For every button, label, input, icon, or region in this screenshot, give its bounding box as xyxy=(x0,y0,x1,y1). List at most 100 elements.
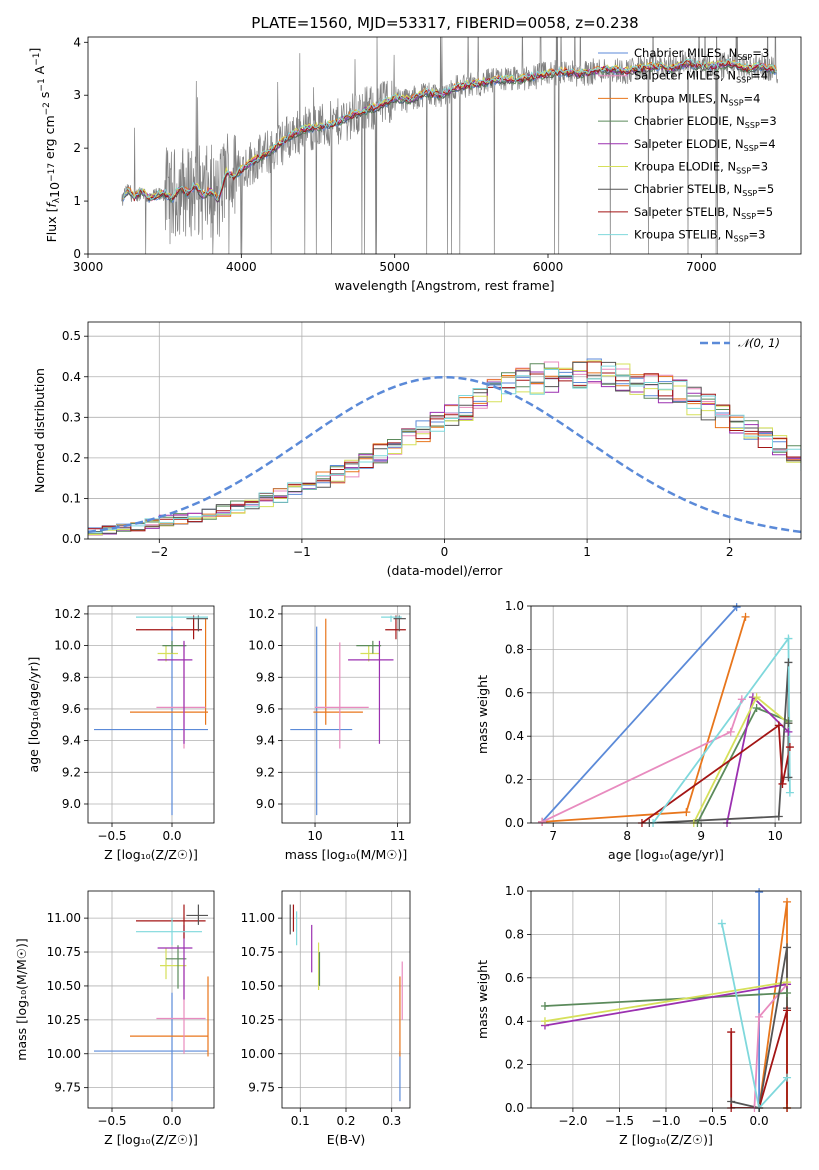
y-tick-label: 10.75 xyxy=(241,945,275,959)
x-tick-label: 0 xyxy=(441,545,449,559)
x-tick-label: 2 xyxy=(726,545,734,559)
weight-marker-chabrier_stelib xyxy=(783,943,792,952)
y-tick-label: 10.00 xyxy=(241,1047,275,1061)
legend-text: Kroupa ELODIE, N xyxy=(634,160,736,174)
y-tick-label: 0.1 xyxy=(62,491,81,505)
y-tick-label: 1 xyxy=(73,194,81,208)
axis-decor: −2.0 −1.5 −1.0 −0.5 0.0 0.0 0.2 0.4 0.6 0.8 1.0 Z [… xyxy=(475,884,802,1147)
y-tick-label: 4 xyxy=(73,35,81,49)
histogram-chabrier_elodie xyxy=(88,363,801,535)
plot-area xyxy=(541,606,791,823)
y-axis-label: age [log₁₀(age/yr)] xyxy=(26,657,41,773)
x-tick-label: −0.5 xyxy=(97,1114,126,1128)
legend-label: Kroupa MILES, NSSP=4 xyxy=(634,91,760,107)
legend-label: Kroupa STELIB, NSSP=3 xyxy=(634,228,765,244)
weight-marker-salpeter_miles xyxy=(726,727,735,736)
y-tick-label: 9.4 xyxy=(62,734,81,748)
weight-line-chabrier_stelib xyxy=(730,947,788,1108)
legend-label: Salpeter STELIB, NSSP=5 xyxy=(634,205,773,221)
weight-marker-kroupa_stelib xyxy=(717,919,726,928)
legend-sub: SSP xyxy=(736,167,751,176)
legend-text: Chabrier ELODIE, N xyxy=(634,114,745,128)
legend-value: =5 xyxy=(756,205,773,219)
y-tick-label: 0.6 xyxy=(505,686,524,700)
axes-frame xyxy=(530,890,802,1109)
y-axis-label: Flux [fλ10−17 erg cm−2 s−1 A−1] xyxy=(27,48,62,243)
x-tick-label: 0.2 xyxy=(336,1114,355,1128)
weight-line-salpeter_stelib xyxy=(641,723,791,823)
legend-value: =5 xyxy=(757,182,774,196)
legend-sub: SSP xyxy=(741,212,756,221)
axis-decor: −0.5 0.0 9.0 9.2 9.4 9.6 9.8 10.0 10.2 Z [log₁₀(Z… xyxy=(26,605,215,862)
legend-label: Salpeter ELODIE, NSSP=4 xyxy=(634,137,776,153)
y-tick-label: 2 xyxy=(73,141,81,155)
weight-marker-chabrier_stelib xyxy=(784,719,793,728)
y-tick-label: 0.5 xyxy=(62,329,81,343)
weight-line-chabrier_miles xyxy=(541,606,738,823)
x-tick-label: 3000 xyxy=(73,260,104,274)
y-label-part: s xyxy=(37,92,52,103)
legend-value: =4 xyxy=(759,137,776,151)
y-tick-label: 10.0 xyxy=(248,639,275,653)
weight-marker-kroupa_stelib xyxy=(783,1073,792,1082)
x-tick-label: −0.5 xyxy=(97,829,126,843)
x-tick-label: 9 xyxy=(697,829,705,843)
y-tick-label: 10.50 xyxy=(241,979,275,993)
plot-area xyxy=(289,904,403,1102)
y-tick-label: 10.2 xyxy=(54,607,81,621)
legend-value: =3 xyxy=(760,114,777,128)
x-tick-label: 10 xyxy=(307,829,322,843)
x-axis-label: age [log₁₀(age/yr)] xyxy=(608,847,724,862)
weight-line-kroupa_stelib xyxy=(721,923,788,1108)
weight-marker-chabrier_stelib xyxy=(784,658,793,667)
axes-frame xyxy=(87,605,215,824)
histogram-kroupa_miles xyxy=(88,361,801,536)
y-tick-label: 10.50 xyxy=(47,979,81,993)
y-tick-label: 1.0 xyxy=(505,884,524,898)
observed-spectrum xyxy=(121,37,779,254)
weight-marker-kroupa_miles xyxy=(741,612,750,621)
histogram-salpeter_stelib xyxy=(88,361,801,532)
x-tick-label: 0.0 xyxy=(162,829,181,843)
spectrum-axes xyxy=(121,37,779,254)
y-tick-label: 0.4 xyxy=(505,1014,524,1028)
x-tick-label: 6000 xyxy=(533,260,564,274)
x-tick-label: −1.5 xyxy=(605,1114,634,1128)
mass-vs-Z-axes xyxy=(88,891,214,1108)
y-label-part: −17 xyxy=(47,163,57,182)
weight-vs-age-axes xyxy=(531,603,801,827)
y-label-part: −1 xyxy=(37,78,47,91)
weight-marker-salpeter_miles xyxy=(755,1012,764,1021)
y-label-part: Flux [ xyxy=(44,208,59,243)
y-tick-label: 9.2 xyxy=(62,765,81,779)
legend-label: Kroupa ELODIE, NSSP=3 xyxy=(634,160,768,176)
legend-value: =3 xyxy=(749,228,766,242)
x-tick-label: −2 xyxy=(150,545,168,559)
plot-area xyxy=(121,37,779,254)
histogram-chabrier_miles xyxy=(88,358,801,529)
y-label-part: f xyxy=(44,202,59,208)
weight-marker-salpeter_elodie xyxy=(784,727,793,736)
legend-sub: SSP xyxy=(729,98,744,107)
weight-marker-chabrier_elodie xyxy=(540,1002,549,1011)
legend-sub: SSP xyxy=(736,76,751,85)
weight-marker-chabrier_miles xyxy=(755,888,764,897)
plot-area xyxy=(94,615,208,816)
y-axis-label: mass [log₁₀(M/M☉)] xyxy=(14,938,29,1060)
legend-label: Chabrier STELIB, NSSP=5 xyxy=(634,182,774,198)
legend-text: Salpeter MILES, N xyxy=(634,69,736,83)
weight-marker-salpeter_stelib xyxy=(783,1006,792,1015)
y-tick-label: 0.2 xyxy=(505,773,524,787)
y-tick-label: 0 xyxy=(73,247,81,261)
axis-decor: −2 −1 0 1 2 0.0 0.1 0.2 0.3 0.4 0.5 (data-model)/er… xyxy=(32,321,802,578)
y-tick-label: 9.8 xyxy=(256,670,275,684)
plot-area xyxy=(88,358,801,536)
legend-label: 𝒩(0, 1) xyxy=(738,336,780,350)
weight-line-kroupa_miles xyxy=(542,616,747,823)
y-tick-label: 9.75 xyxy=(248,1081,275,1095)
legend-label: Salpeter MILES, NSSP=4 xyxy=(634,69,768,85)
model-spectrum-kroupa_stelib xyxy=(122,58,777,201)
y-tick-label: 0.2 xyxy=(505,1058,524,1072)
axis-decor: 10 11 9.0 9.2 9.4 9.6 9.8 10.0 10.2 mass [log₁₀(M… xyxy=(248,605,411,862)
weight-marker-kroupa_elodie xyxy=(783,978,792,987)
